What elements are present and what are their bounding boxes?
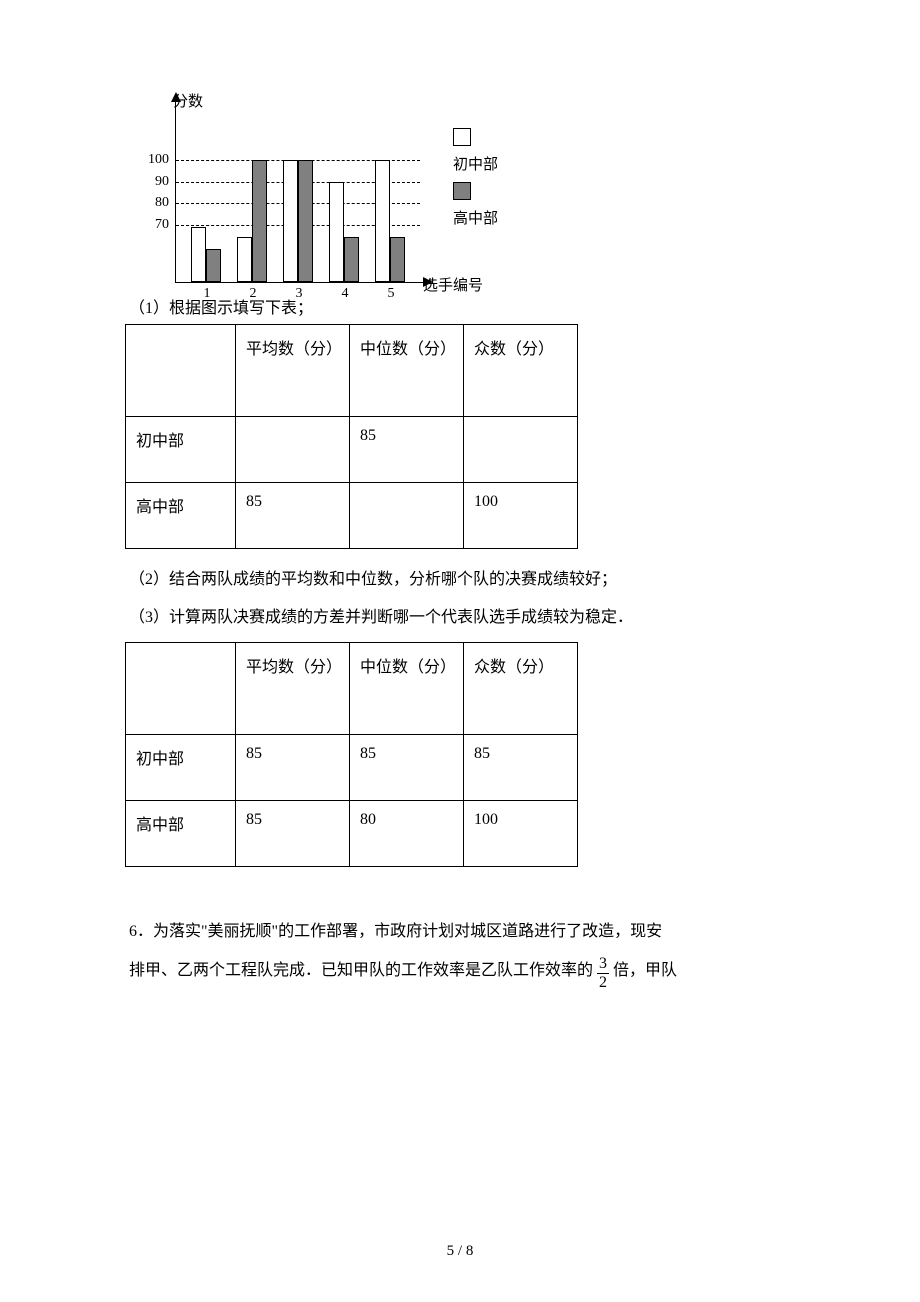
table-header-median: 中位数（分） bbox=[350, 643, 464, 735]
table-cell: 85 bbox=[464, 735, 578, 801]
legend-label-junior: 初中部 bbox=[453, 153, 498, 174]
legend-swatch-junior bbox=[453, 128, 471, 146]
fraction-3-over-2: 32 bbox=[597, 956, 609, 991]
table-cell: 85 bbox=[350, 417, 464, 483]
q6-line2b: 倍，甲队 bbox=[609, 962, 677, 979]
q6-line1: 6．为落实"美丽抚顺"的工作部署，市政府计划对城区道路进行了改造，现安 bbox=[129, 923, 662, 940]
y-axis-line bbox=[175, 96, 176, 282]
x-tick-label: 2 bbox=[243, 286, 263, 302]
table-cell: 80 bbox=[350, 801, 464, 867]
y-tick-label: 70 bbox=[139, 217, 169, 233]
table-header-mean: 平均数（分） bbox=[236, 643, 350, 735]
x-tick-label: 3 bbox=[289, 286, 309, 302]
table-cell bbox=[350, 483, 464, 549]
table-cell: 100 bbox=[464, 483, 578, 549]
x-tick-label: 1 bbox=[197, 286, 217, 302]
question-2-caption: （2）结合两队成绩的平均数和中位数，分析哪个队的决赛成绩较好； bbox=[129, 567, 795, 593]
question-6-text: 6．为落实"美丽抚顺"的工作部署，市政府计划对城区道路进行了改造，现安 排甲、乙… bbox=[129, 913, 795, 992]
table-header-median: 中位数（分） bbox=[350, 325, 464, 417]
bar-junior bbox=[191, 227, 206, 282]
bar-junior bbox=[283, 160, 298, 282]
table-row-label: 初中部 bbox=[126, 417, 236, 483]
table-cell: 85 bbox=[236, 735, 350, 801]
table-header-mean: 平均数（分） bbox=[236, 325, 350, 417]
table-cell bbox=[126, 643, 236, 735]
stats-table-filled: 平均数（分） 中位数（分） 众数（分） 初中部 85 85 85 高中部 85 … bbox=[125, 642, 578, 867]
y-tick-label: 80 bbox=[139, 195, 169, 211]
x-axis-label: 选手编号 bbox=[423, 274, 483, 295]
table-row-label: 高中部 bbox=[126, 801, 236, 867]
legend-swatch-senior bbox=[453, 182, 471, 200]
bar-senior bbox=[344, 237, 359, 282]
bar-senior bbox=[206, 249, 221, 282]
page-number: 5 / 8 bbox=[0, 1243, 920, 1260]
bar-senior bbox=[252, 160, 267, 282]
legend-label-senior: 高中部 bbox=[453, 207, 498, 228]
table-cell: 100 bbox=[464, 801, 578, 867]
x-axis-line bbox=[175, 282, 427, 283]
table-header-mode: 众数（分） bbox=[464, 643, 578, 735]
table-cell bbox=[464, 417, 578, 483]
x-tick-label: 4 bbox=[335, 286, 355, 302]
y-tick-label: 90 bbox=[139, 174, 169, 190]
table-cell bbox=[126, 325, 236, 417]
table-cell: 85 bbox=[236, 483, 350, 549]
q6-line2a: 排甲、乙两个工程队完成．已知甲队的工作效率是乙队工作效率的 bbox=[129, 962, 597, 979]
table-header-mode: 众数（分） bbox=[464, 325, 578, 417]
bar-junior bbox=[329, 182, 344, 282]
table-cell: 85 bbox=[350, 735, 464, 801]
bar-junior bbox=[375, 160, 390, 282]
table-row-label: 初中部 bbox=[126, 735, 236, 801]
stats-table-blank: 平均数（分） 中位数（分） 众数（分） 初中部 85 高中部 85 100 bbox=[125, 324, 578, 549]
bar-senior bbox=[298, 160, 313, 282]
y-tick-label: 100 bbox=[139, 152, 169, 168]
question-1-caption: （1）根据图示填写下表； bbox=[129, 294, 795, 318]
table-row-label: 高中部 bbox=[126, 483, 236, 549]
bar-senior bbox=[390, 237, 405, 282]
bar-junior bbox=[237, 237, 252, 282]
table-cell: 85 bbox=[236, 801, 350, 867]
x-tick-label: 5 bbox=[381, 286, 401, 302]
bar-chart: 分数 选手编号 708090100 12345 初中部 高中部 bbox=[135, 90, 795, 290]
question-3-caption: （3）计算两队决赛成绩的方差并判断哪一个代表队选手成绩较为稳定． bbox=[129, 605, 795, 631]
table-cell bbox=[236, 417, 350, 483]
